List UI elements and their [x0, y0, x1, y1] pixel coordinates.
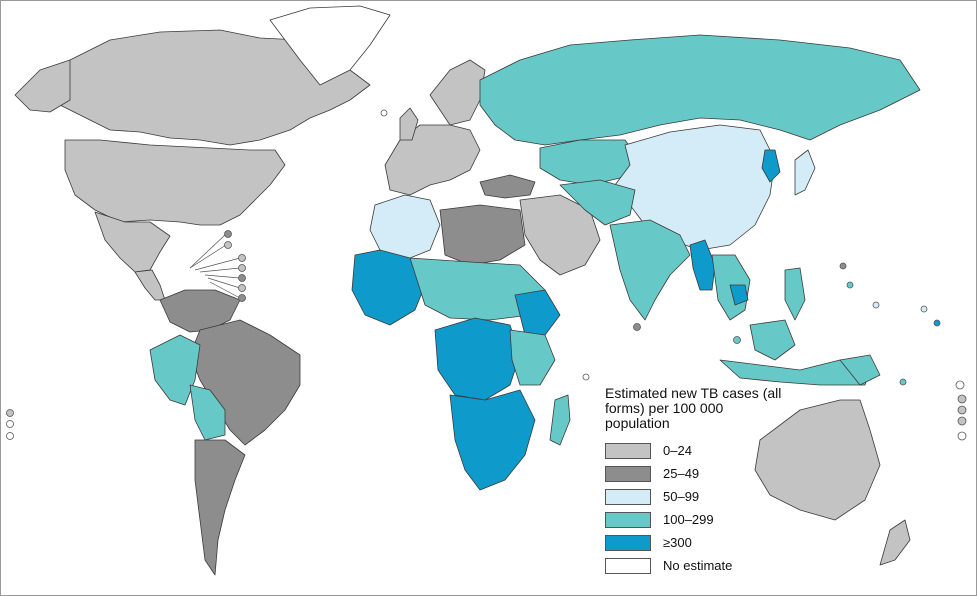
region-central-africa: [434, 317, 521, 401]
region-madagascar: [549, 394, 571, 446]
region-bolivia: [189, 384, 226, 441]
region-north-africa-west: [369, 194, 441, 261]
region-india: [609, 219, 691, 321]
region-korea: [761, 149, 781, 183]
region-central-america: [134, 269, 166, 301]
legend-label: 50–99: [663, 489, 700, 504]
region-philippines: [784, 267, 806, 321]
legend-title: Estimated new TB cases (all forms) per 1…: [605, 385, 782, 431]
legend-swatch: [605, 465, 651, 482]
region-ethiopia: [514, 289, 561, 336]
region-west-africa: [351, 249, 426, 326]
region-greenland: [269, 5, 391, 86]
region-middle-east: [519, 194, 601, 276]
region-cambodia: [729, 284, 749, 306]
region-scandinavia: [429, 59, 486, 126]
region-libya-egypt: [439, 204, 526, 266]
region-alaska: [14, 59, 71, 113]
region-japan: [794, 149, 816, 196]
legend-item-no-estimate: No estimate: [605, 556, 785, 575]
region-uk: [399, 107, 419, 141]
region-australia: [754, 399, 881, 521]
region-iran-afghanistan: [559, 179, 636, 226]
legend-swatch: [605, 534, 651, 551]
legend-item-300-plus: ≥300: [605, 533, 785, 552]
legend-label: 100–299: [663, 512, 714, 527]
legend-item-50-99: 50–99: [605, 487, 785, 506]
region-usa: [64, 139, 286, 226]
region-canada: [39, 29, 371, 146]
small-island-markers: [6, 109, 967, 441]
legend-swatch: [605, 442, 651, 459]
legend-label: ≥300: [663, 535, 692, 550]
region-peru: [149, 334, 201, 406]
region-east-africa: [509, 329, 556, 386]
region-borneo: [749, 319, 796, 361]
region-png: [839, 354, 881, 386]
region-turkey: [479, 174, 536, 199]
region-new-zealand: [879, 519, 911, 566]
legend-swatch: [605, 511, 651, 528]
region-myanmar: [689, 239, 716, 291]
region-brazil: [189, 319, 301, 446]
legend-item-0-24: 0–24: [605, 441, 785, 460]
region-southern-africa: [449, 389, 536, 491]
legend-item-100-299: 100–299: [605, 510, 785, 529]
legend-swatch: [605, 488, 651, 505]
caribbean-callouts: [189, 233, 241, 299]
legend-swatch: [605, 557, 651, 574]
region-mexico: [94, 211, 171, 273]
region-argentina-chile: [194, 439, 246, 576]
legend-label: 25–49: [663, 466, 700, 481]
region-colombia-venezuela: [159, 289, 241, 333]
legend-label: 0–24: [663, 443, 692, 458]
region-western-europe: [384, 124, 481, 196]
map-legend: Estimated new TB cases (all forms) per 1…: [605, 386, 785, 579]
legend-item-25-49: 25–49: [605, 464, 785, 483]
region-russia: [479, 34, 921, 146]
legend-label: No estimate: [663, 558, 733, 573]
